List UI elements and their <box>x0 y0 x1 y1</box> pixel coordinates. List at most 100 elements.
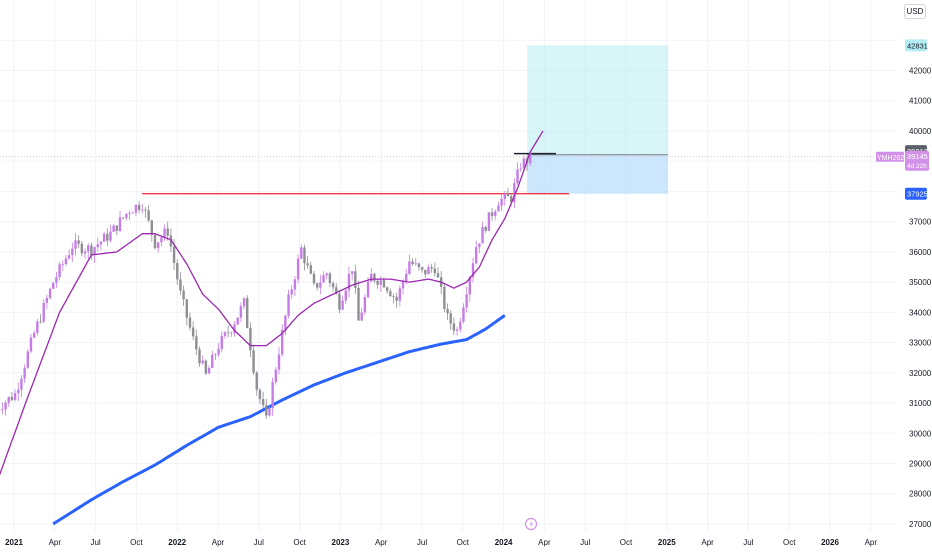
time-tick-label: Jul <box>743 538 753 547</box>
time-tick-label: 2026 <box>821 538 839 547</box>
candle-body <box>8 397 10 403</box>
candle-body <box>415 263 417 264</box>
candle-body <box>36 321 38 332</box>
time-tick-label: Apr <box>701 538 714 547</box>
candle-body <box>341 301 343 310</box>
candle-body <box>52 283 54 289</box>
candle-body <box>462 307 464 321</box>
candle-body <box>287 294 289 315</box>
price-tick-label: 32000 <box>909 369 932 378</box>
time-tick-label: Jul <box>417 538 427 547</box>
candle-body <box>249 328 251 350</box>
candle-body <box>173 247 175 263</box>
candle-body <box>62 264 64 265</box>
candle-body <box>55 277 57 283</box>
candle-body <box>443 287 445 309</box>
candle-body <box>446 309 448 313</box>
candle-body <box>497 206 499 212</box>
candle-body <box>144 210 146 211</box>
ma-slow-line <box>53 315 505 524</box>
candle-body <box>65 259 67 264</box>
candle-body <box>278 354 280 369</box>
candles <box>0 152 531 418</box>
target-badge: 42831 <box>907 41 928 50</box>
candle-body <box>195 336 197 349</box>
candle-body <box>265 405 267 415</box>
candle-body <box>49 289 51 298</box>
candle-body <box>167 229 169 236</box>
candle-body <box>230 333 232 334</box>
candle-body <box>240 306 242 317</box>
candle-body <box>202 361 204 364</box>
candle-body <box>402 281 404 288</box>
price-tick-label: 35000 <box>909 278 932 287</box>
candle-body <box>297 259 299 280</box>
candle-body <box>430 267 432 268</box>
candle-body <box>338 294 340 310</box>
candle-body <box>421 267 423 270</box>
candle-body <box>481 227 483 243</box>
candle-body <box>189 318 191 328</box>
price-axis[interactable]: 2700028000290003000031000320003300034000… <box>909 67 932 529</box>
time-tick-label: 2021 <box>5 538 23 547</box>
time-tick-label: 2024 <box>495 538 513 547</box>
candle-body <box>132 213 134 214</box>
candle-body <box>112 226 114 232</box>
candle-body <box>465 294 467 307</box>
candle-body <box>424 270 426 274</box>
candle-body <box>246 298 248 328</box>
candle-body <box>176 263 178 279</box>
candle-body <box>376 281 378 285</box>
candle-body <box>122 217 124 218</box>
event-marker[interactable] <box>526 519 537 530</box>
candle-body <box>97 244 99 247</box>
candle-body <box>313 274 315 284</box>
ma-fast-path <box>0 131 543 485</box>
candle-body <box>39 321 41 322</box>
candle-body <box>434 269 436 274</box>
candle-body <box>23 368 25 379</box>
candle-body <box>383 280 385 287</box>
candle-body <box>322 275 324 282</box>
candle-body <box>326 274 328 276</box>
candle-body <box>27 351 29 367</box>
time-tick-label: Jul <box>254 538 264 547</box>
candle-body <box>128 213 130 214</box>
candle-body <box>411 261 413 264</box>
time-tick-label: Apr <box>375 538 388 547</box>
time-tick-label: 2025 <box>658 538 676 547</box>
candle-body <box>500 199 502 206</box>
candle-body <box>217 349 219 355</box>
candle-body <box>351 271 353 274</box>
candle-body <box>373 274 375 281</box>
candle-body <box>361 312 363 320</box>
candle-body <box>275 370 277 382</box>
time-tick-label: Oct <box>293 538 306 547</box>
candle-body <box>284 316 286 330</box>
candle-body <box>459 322 461 330</box>
candle-body <box>418 263 420 267</box>
candle-body <box>14 393 16 400</box>
candle-body <box>84 251 86 253</box>
price-tick-label: 28000 <box>909 490 932 499</box>
candle-body <box>271 382 273 408</box>
currency-badge[interactable]: USD <box>904 4 926 19</box>
candle-body <box>485 227 487 231</box>
candle-body <box>214 355 216 356</box>
candle-body <box>395 297 397 301</box>
candle-body <box>100 242 102 245</box>
candle-body <box>30 337 32 351</box>
candle-body <box>310 265 312 273</box>
candle-body <box>488 212 490 230</box>
candle-body <box>125 214 127 218</box>
candle-body <box>370 274 372 282</box>
resistance-line[interactable] <box>142 154 569 194</box>
position-tool[interactable] <box>0 45 896 193</box>
candle-body <box>453 324 455 331</box>
time-tick-label: 2023 <box>332 538 350 547</box>
price-tick-label: 41000 <box>909 97 932 106</box>
candle-body <box>116 226 118 231</box>
candle-body <box>186 299 188 317</box>
candle-body <box>33 333 35 338</box>
